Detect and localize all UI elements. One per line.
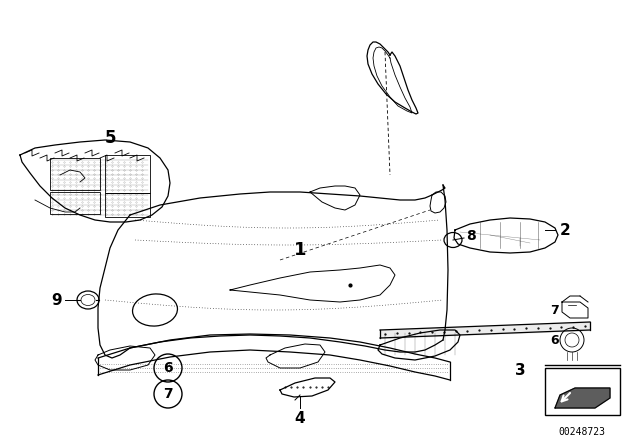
Bar xyxy=(105,193,150,217)
Text: 3: 3 xyxy=(515,362,525,378)
Text: 8: 8 xyxy=(466,229,476,243)
Text: 2: 2 xyxy=(560,223,571,237)
Text: 4: 4 xyxy=(294,410,305,426)
Text: 7: 7 xyxy=(550,303,559,316)
Bar xyxy=(545,368,620,415)
Text: 1: 1 xyxy=(294,241,307,259)
Text: 5: 5 xyxy=(104,129,116,147)
Text: 6: 6 xyxy=(163,361,173,375)
Text: 6: 6 xyxy=(550,333,559,346)
Bar xyxy=(50,158,100,190)
Text: 9: 9 xyxy=(51,293,62,307)
Text: 00248723: 00248723 xyxy=(559,427,605,437)
Polygon shape xyxy=(555,388,610,408)
Text: 7: 7 xyxy=(163,387,173,401)
Bar xyxy=(105,155,150,193)
Bar xyxy=(50,192,100,214)
